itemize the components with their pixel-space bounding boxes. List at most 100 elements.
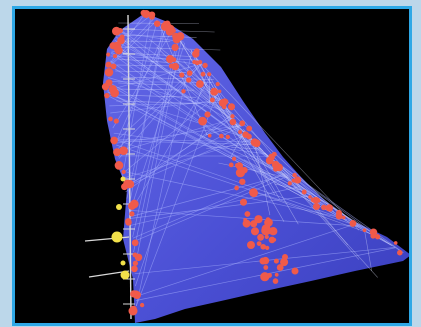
data-point bbox=[198, 116, 207, 126]
data-point bbox=[209, 97, 215, 103]
data-point bbox=[230, 114, 235, 119]
data-point bbox=[166, 24, 175, 34]
mesh-edge bbox=[113, 132, 266, 155]
data-point bbox=[229, 118, 237, 126]
mesh-edge bbox=[134, 71, 208, 287]
data-point bbox=[105, 79, 113, 87]
mesh-edge bbox=[117, 40, 171, 42]
data-point bbox=[112, 54, 118, 59]
data-point bbox=[210, 87, 219, 96]
data-point bbox=[252, 139, 261, 148]
data-point bbox=[273, 258, 279, 264]
data-point bbox=[244, 211, 251, 217]
mesh-edge bbox=[121, 93, 219, 175]
mesh-edge bbox=[135, 223, 355, 297]
data-point bbox=[204, 111, 211, 118]
mesh-edge bbox=[110, 55, 200, 61]
yellow-axis-markers bbox=[111, 176, 130, 280]
data-point bbox=[179, 72, 185, 78]
data-point bbox=[129, 211, 135, 217]
data-point bbox=[242, 131, 249, 138]
mesh-edge bbox=[109, 60, 324, 205]
data-point bbox=[219, 133, 224, 139]
mesh-point-cloud-render bbox=[84, 9, 409, 323]
data-point bbox=[153, 20, 161, 27]
data-point bbox=[225, 134, 231, 140]
data-point bbox=[207, 133, 212, 138]
data-point bbox=[181, 89, 186, 94]
mesh-edge bbox=[120, 76, 214, 80]
data-point bbox=[108, 85, 117, 94]
data-point bbox=[349, 219, 357, 227]
data-point bbox=[110, 136, 118, 145]
data-point bbox=[227, 103, 236, 111]
data-point bbox=[131, 265, 138, 273]
mesh-edge bbox=[109, 101, 224, 107]
mesh-edge bbox=[107, 63, 203, 91]
mesh-edge bbox=[126, 25, 167, 199]
mesh-edge bbox=[116, 100, 201, 104]
mesh-edge bbox=[118, 20, 158, 158]
data-point bbox=[239, 120, 246, 127]
data-point bbox=[148, 11, 156, 19]
mesh-lines bbox=[107, 12, 404, 307]
mesh-edge bbox=[107, 95, 327, 207]
data-point bbox=[172, 35, 181, 44]
mesh-edge bbox=[243, 159, 311, 196]
mesh-edge bbox=[244, 130, 360, 260]
mesh-edge bbox=[274, 183, 306, 192]
mesh-edge bbox=[130, 186, 300, 226]
data-point bbox=[321, 204, 327, 211]
mesh-edge bbox=[209, 75, 269, 183]
mesh-edge bbox=[128, 209, 359, 227]
data-point bbox=[186, 77, 192, 83]
data-point bbox=[265, 245, 270, 251]
mesh-edge bbox=[129, 174, 287, 218]
mesh-edge bbox=[118, 82, 169, 86]
data-point bbox=[260, 272, 270, 282]
data-point bbox=[105, 61, 112, 68]
mesh-edge bbox=[121, 170, 345, 219]
mesh-edge bbox=[115, 26, 168, 144]
mesh-edge bbox=[117, 31, 184, 43]
mesh-edge bbox=[107, 81, 345, 219]
data-point bbox=[140, 9, 147, 16]
mesh-edge bbox=[175, 60, 345, 219]
mesh-edge bbox=[129, 195, 312, 219]
data-point bbox=[267, 272, 272, 278]
data-point bbox=[186, 70, 193, 76]
data-point bbox=[106, 52, 111, 57]
data-point bbox=[128, 202, 136, 210]
data-point bbox=[312, 202, 321, 211]
data-point bbox=[238, 129, 243, 135]
data-point bbox=[114, 46, 123, 55]
mesh-edge bbox=[114, 139, 347, 221]
mesh-edge bbox=[133, 37, 180, 253]
mesh-edge bbox=[107, 81, 213, 83]
data-point bbox=[272, 278, 279, 284]
data-point bbox=[202, 62, 208, 69]
mesh-edge bbox=[116, 94, 197, 98]
data-point bbox=[292, 172, 297, 178]
data-point bbox=[217, 89, 222, 94]
data-point bbox=[362, 228, 367, 233]
data-point bbox=[250, 227, 260, 236]
data-point bbox=[108, 116, 113, 122]
data-point bbox=[125, 218, 132, 225]
data-point bbox=[374, 234, 381, 240]
mesh-edge bbox=[231, 147, 262, 150]
data-point bbox=[335, 214, 341, 219]
mesh-edge bbox=[122, 138, 253, 179]
data-point bbox=[308, 195, 312, 199]
mesh-edge bbox=[188, 82, 252, 139]
data-point bbox=[316, 198, 321, 203]
data-point bbox=[117, 27, 123, 34]
data-point bbox=[291, 267, 299, 275]
data-point bbox=[369, 228, 378, 236]
axis-marker bbox=[120, 270, 130, 280]
data-point bbox=[200, 71, 206, 77]
data-point bbox=[294, 176, 302, 184]
data-point bbox=[325, 204, 333, 212]
axis-marker bbox=[116, 204, 122, 210]
